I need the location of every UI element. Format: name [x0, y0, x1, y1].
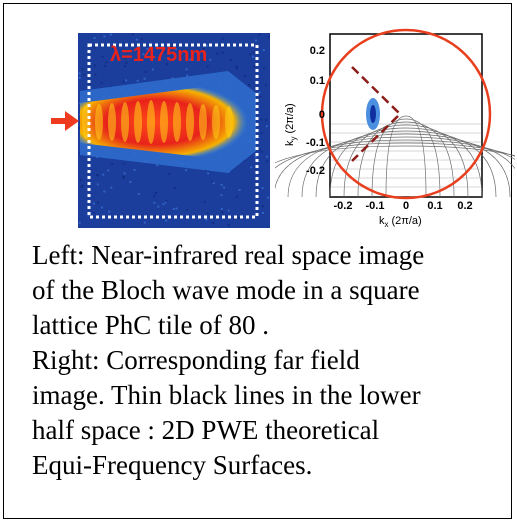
figure-frame — [3, 3, 512, 519]
far-field-spot-core — [370, 105, 376, 123]
y-axis-label: ky(2π/a) — [284, 103, 298, 146]
x-tick-label: 0.1 — [427, 200, 442, 212]
input-arrow-icon — [51, 111, 79, 131]
caption-line: Equi-Frequency Surfaces. — [32, 450, 313, 480]
caption-line: image. Thin black lines in the lower — [32, 380, 421, 410]
y-tick-label: -0.1 — [306, 137, 325, 149]
wavelength-label: λ=1475nm — [110, 44, 207, 66]
tile-outline — [87, 43, 259, 219]
x-tick-label: 0 — [403, 200, 409, 212]
near-infrared-image: λ=1475nm — [78, 33, 270, 228]
figure-caption: Left: Near-infrared real space image of … — [32, 238, 502, 483]
caption-line: lattice PhC tile of 80 . — [32, 310, 269, 340]
far-field-plot: 0.2 0.1 0 -0.1 -0.2 -0.2 -0.1 0 0.1 0.2 … — [275, 28, 515, 228]
y-tick-label: 0 — [319, 109, 325, 121]
cone-dashed-lines — [351, 66, 402, 162]
x-tick-label: 0.2 — [457, 200, 472, 212]
plot-frame — [329, 33, 483, 198]
caption-line: Left: Near-infrared real space image — [32, 240, 425, 270]
caption-line: Right: Corresponding far field — [32, 345, 360, 375]
caption-line: half space : 2D PWE theoretical — [32, 415, 380, 445]
x-tick-label: -0.1 — [366, 200, 385, 212]
y-tick-label: 0.1 — [310, 75, 325, 87]
caption-line: of the Bloch wave mode in a square — [32, 275, 420, 305]
y-tick-label: -0.2 — [306, 165, 325, 177]
x-axis-label: kx (2π/a) — [379, 215, 422, 228]
y-tick-label: 0.2 — [310, 45, 325, 57]
light-cone-circle — [320, 28, 492, 200]
bloch-fringes — [82, 100, 233, 144]
x-tick-label: -0.2 — [334, 200, 353, 212]
